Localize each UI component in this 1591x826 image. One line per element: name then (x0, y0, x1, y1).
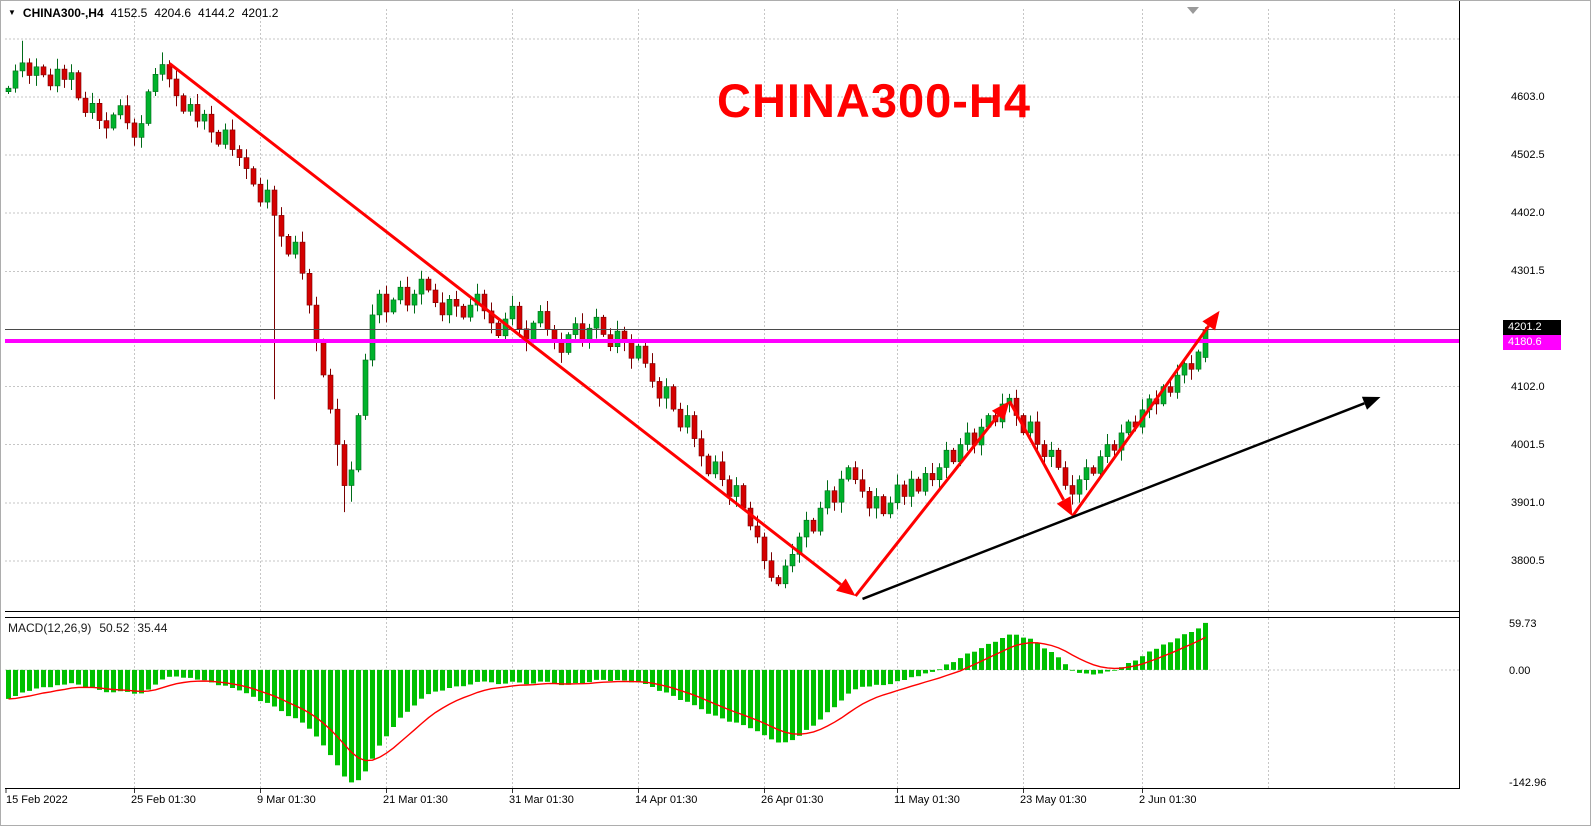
low-value: 4144.2 (198, 6, 235, 20)
macd-main-value: 50.52 (99, 621, 130, 635)
time-axis-label: 2 Jun 01:30 (1139, 794, 1197, 806)
chart-ohlc-header: ▼ CHINA300-,H4 4152.5 4204.6 4144.2 4201… (8, 6, 278, 20)
high-value: 4204.6 (154, 6, 192, 20)
time-axis-label: 11 May 01:30 (894, 794, 960, 806)
time-axis-label: 21 Mar 01:30 (383, 794, 448, 806)
upleg1-arrow[interactable] (854, 401, 1010, 597)
price-badge-current: 4201.2 (1503, 320, 1561, 335)
time-axis-label: 15 Feb 2022 (6, 794, 68, 806)
price-axis-label: 4301.5 (1511, 265, 1545, 277)
time-axis-label: 31 Mar 01:30 (509, 794, 574, 806)
macd-axis-label: 0.00 (1509, 665, 1531, 677)
price-axis-label: 4102.0 (1511, 381, 1545, 393)
close-value: 4201.2 (241, 6, 279, 20)
macd-signal-value: 35.44 (137, 621, 168, 635)
downtrend-arrow[interactable] (168, 62, 856, 596)
price-axis-label: 4502.5 (1511, 149, 1545, 161)
upleg2-arrow[interactable] (1071, 310, 1220, 518)
macd-indicator-label: MACD(12,26,9) 50.52 35.44 (8, 621, 167, 635)
price-axis-label: 4001.5 (1511, 439, 1545, 451)
price-axis-label: 3901.0 (1511, 497, 1545, 509)
time-axis-label: 14 Apr 01:30 (635, 794, 698, 806)
macd-axis-label: 59.73 (1509, 618, 1537, 630)
price-axis-label: 4402.0 (1511, 207, 1545, 219)
symbol-timeframe-label: CHINA300-,H4 (22, 6, 104, 20)
time-axis-label: 9 Mar 01:30 (257, 794, 316, 806)
time-axis-label: 25 Feb 01:30 (131, 794, 196, 806)
time-axis-label: 23 May 01:30 (1020, 794, 1087, 806)
pullback-arrow[interactable] (1008, 400, 1073, 517)
chart-shift-marker[interactable] (1187, 7, 1199, 14)
uptrend-support-arrow[interactable] (862, 396, 1381, 601)
price-axis-label: 3800.5 (1511, 555, 1545, 567)
symbol-collapse-icon[interactable]: ▼ (8, 8, 16, 17)
macd-signal-line (8, 636, 1206, 762)
macd-axis-label: -142.96 (1509, 777, 1547, 789)
macd-name: MACD(12,26,9) (8, 621, 92, 635)
open-value: 4152.5 (110, 6, 148, 20)
time-axis-label: 26 Apr 01:30 (761, 794, 824, 806)
price-axis-label: 4603.0 (1511, 91, 1545, 103)
price-badge-support: 4180.6 (1503, 335, 1561, 350)
chart-title-annotation[interactable]: CHINA300-H4 (717, 74, 1031, 127)
